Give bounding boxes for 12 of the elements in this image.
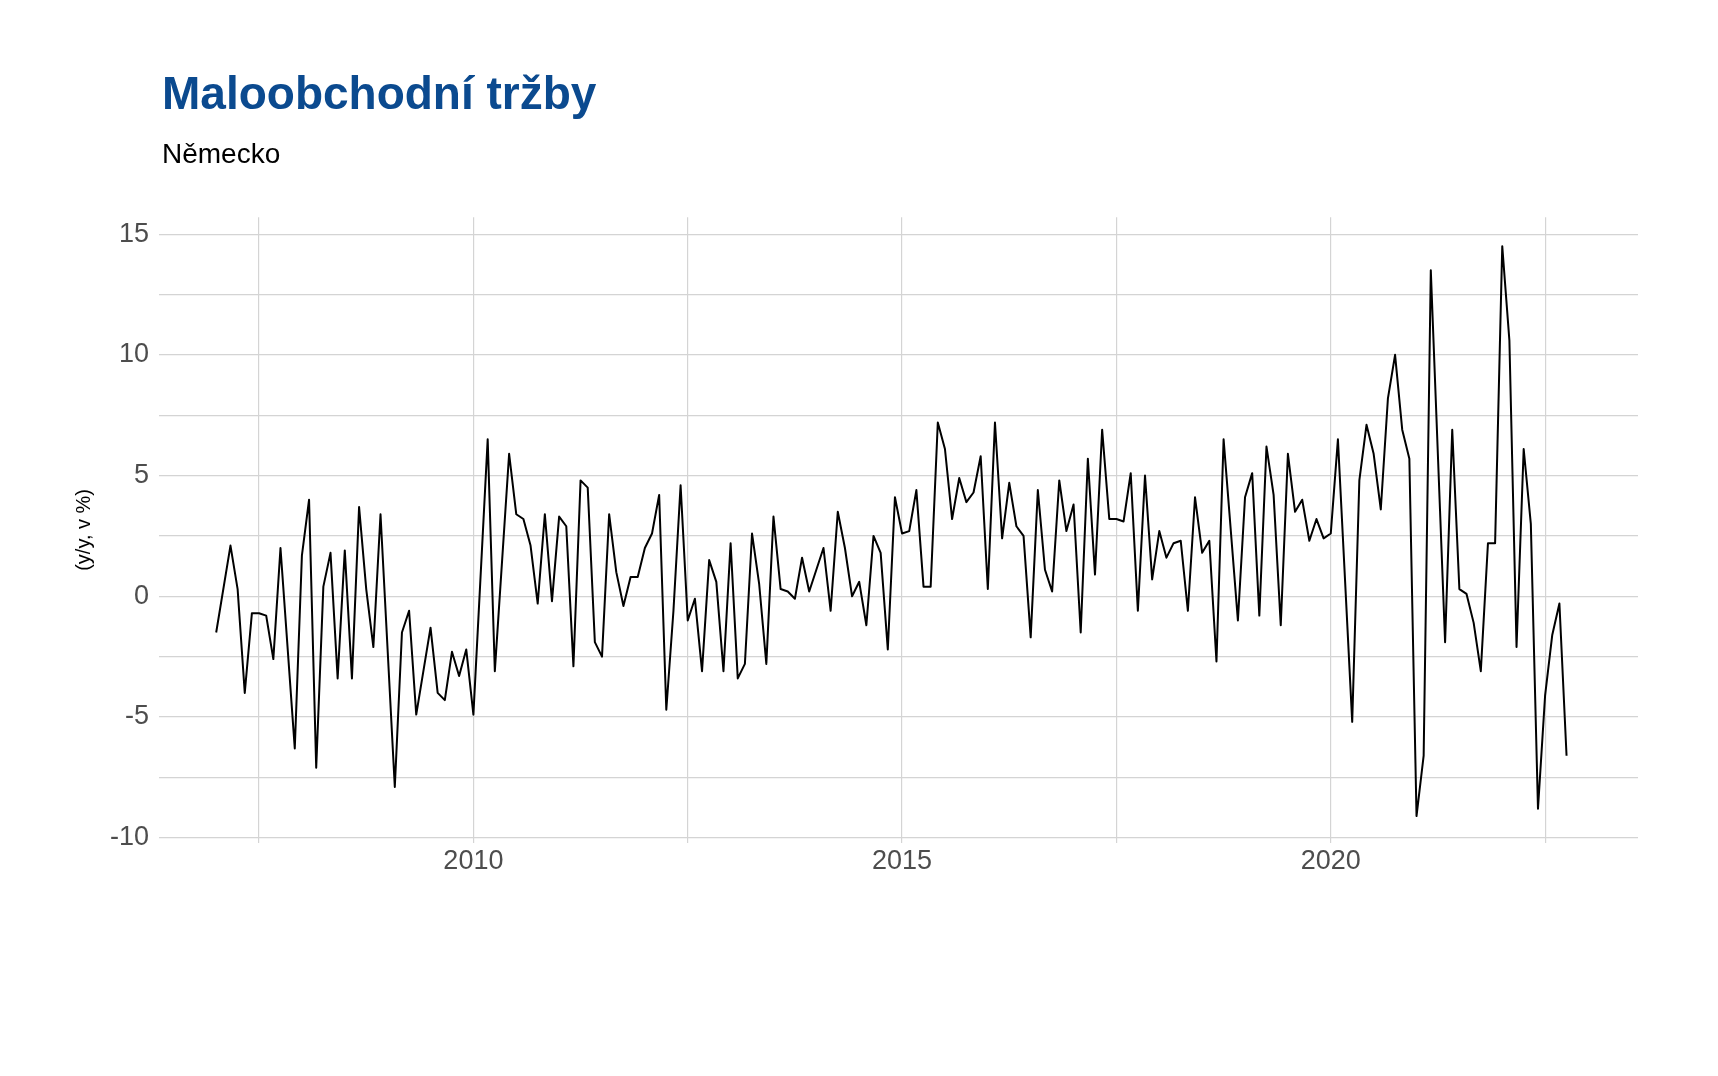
y-tick-label: 0 <box>133 579 150 610</box>
y-tick-label: 10 <box>118 338 150 369</box>
y-axis-title: (y/y, v %) <box>71 488 94 571</box>
x-tick-label: 2015 <box>872 845 933 876</box>
chart-subtitle: Německo <box>162 137 282 171</box>
y-tick-label: 5 <box>133 459 150 490</box>
x-tick-label: 2010 <box>443 845 504 876</box>
chart-title: Maloobchodní tržby <box>162 66 598 121</box>
y-tick-label: -10 <box>109 821 150 852</box>
y-tick-label: 15 <box>118 217 150 248</box>
y-tick-label: -5 <box>125 700 150 731</box>
x-tick-label: 2020 <box>1300 845 1361 876</box>
